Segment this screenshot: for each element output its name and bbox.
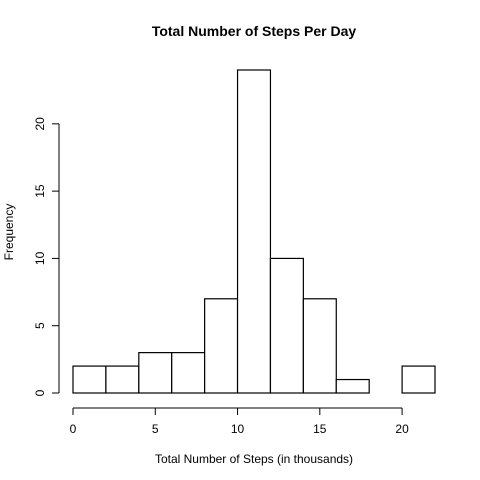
histogram-bar-14-16 [302,298,337,394]
y-axis: 0 5 10 15 20 [33,117,60,396]
chart-title: Total Number of Steps Per Day [152,23,357,39]
histogram-bar-16-18 [335,378,370,394]
histogram-bar-2-4 [105,365,140,394]
y-tick-label-0: 0 [33,389,47,396]
y-tick-label-10: 10 [33,251,47,265]
x-axis: 0 5 10 15 20 [70,407,409,436]
x-tick-label-10: 10 [231,422,245,436]
y-tick-label-15: 15 [33,184,47,198]
y-axis-label: Frequency [2,204,16,261]
histogram-bar-12-14 [269,257,304,394]
histogram-bar-8-10 [204,298,239,394]
bars-layer [72,69,436,394]
x-tick-label-0: 0 [70,422,77,436]
y-tick-label-20: 20 [33,117,47,131]
histogram-bar-20-22 [401,365,436,394]
histogram-bar-10-12 [236,69,272,394]
x-tick-label-5: 5 [152,422,159,436]
histogram-bar-6-8 [171,352,206,394]
x-tick-label-20: 20 [395,422,409,436]
histogram-bar-4-6 [138,352,173,394]
y-tick-label-5: 5 [33,322,47,329]
x-axis-label: Total Number of Steps (in thousands) [155,452,353,466]
x-tick-label-15: 15 [313,422,327,436]
histogram-bar-0-2 [72,365,107,394]
